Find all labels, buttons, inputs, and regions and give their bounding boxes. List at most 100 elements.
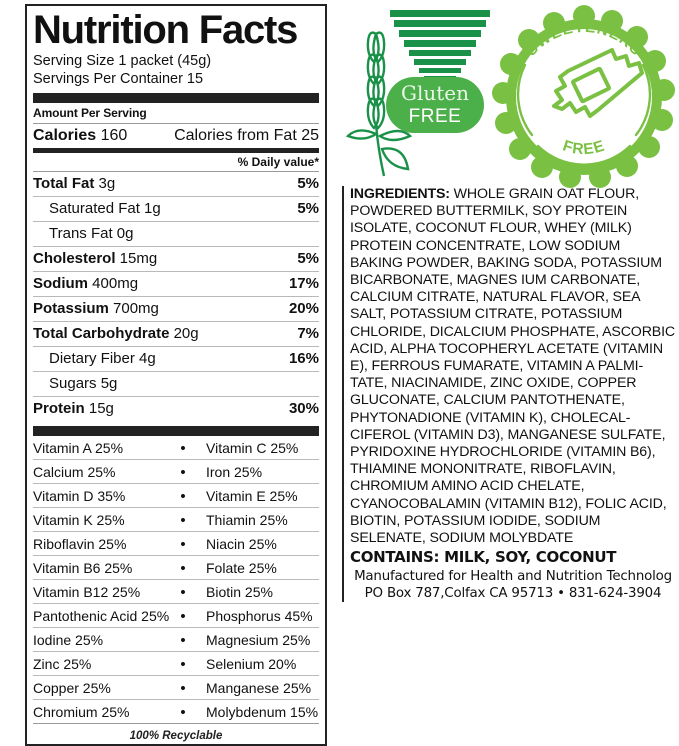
manufacturer-line-2: PO Box 787,Colfax CA 95713 • 831-624-390…: [364, 586, 662, 602]
vitamin-separator-dot: •: [180, 631, 186, 649]
nutrient-name-amount: Total Fat 3g: [33, 175, 115, 193]
row-divider: [33, 296, 319, 297]
nutrient-row: Sodium 400mg 17%: [33, 272, 319, 296]
vitamin-separator-dot: •: [180, 487, 186, 505]
vitamin-right: Molybdenum 15%: [206, 703, 319, 720]
vitamin-row: Vitamin D 35% • Vitamin E 25%: [33, 484, 319, 507]
nutrient-label: Saturated Fat: [49, 200, 140, 217]
vitamin-right: Biotin 25%: [206, 583, 273, 600]
nutrient-amount: 700mg: [108, 300, 159, 317]
row-divider: [33, 531, 319, 532]
divider-thick-2: [33, 426, 319, 436]
vitamin-left: Pantothenic Acid 25%: [33, 607, 170, 624]
nutrient-row: Total Carbohydrate 20g 7%: [33, 322, 319, 346]
divider-thick: [33, 93, 319, 103]
gluten-free-pill: Gluten FREE: [386, 77, 484, 133]
nutrient-name-amount: Saturated Fat 1g: [49, 200, 161, 218]
gluten-free-line1: Gluten: [400, 81, 469, 105]
vitamin-right: Phosphorus 45%: [206, 607, 313, 624]
sweeteners-free-badge: SWEETENERS FREE: [492, 2, 677, 188]
vitamin-separator-dot: •: [180, 463, 186, 481]
nutrient-daily-value: 20%: [288, 300, 319, 317]
calories-label: Calories: [33, 127, 97, 144]
vitamin-right: Selenium 20%: [206, 655, 297, 672]
vitamin-right: Folate 25%: [206, 559, 277, 576]
vitamin-separator-dot: •: [180, 655, 186, 673]
vitamin-separator-dot: •: [180, 703, 186, 721]
nutrient-label: Total Carbohydrate: [33, 325, 170, 342]
row-divider: [33, 675, 319, 676]
vitamin-left: Iodine 25%: [33, 631, 104, 648]
nutrition-facts-panel: Nutrition Facts Serving Size 1 packet (4…: [25, 4, 327, 746]
vitamin-left: Vitamin D 35%: [33, 487, 126, 504]
row-divider: [33, 271, 319, 272]
vitamin-row: Copper 25% • Manganese 25%: [33, 676, 319, 699]
vitamin-separator-dot: •: [180, 535, 186, 553]
daily-value-header: % Daily value*: [237, 155, 319, 169]
certification-badges: Gluten FREE: [337, 0, 679, 190]
vitamin-separator-dot: •: [180, 511, 186, 529]
ingredients-heading: INGREDIENTS:: [350, 186, 450, 202]
row-divider: [33, 579, 319, 580]
ingredients-block: INGREDIENTS: WHOLE GRAIN OAT FLOUR, POWD…: [342, 186, 676, 603]
nutrient-row: Sugars 5g: [33, 372, 319, 396]
vitamin-separator-dot: •: [180, 559, 186, 577]
row-divider: [33, 651, 319, 652]
vitamin-row: Pantothenic Acid 25% • Phosphorus 45%: [33, 604, 319, 627]
vitamin-right: Niacin 25%: [206, 535, 277, 552]
nutrient-row: Potassium 700mg 20%: [33, 297, 319, 321]
nutrient-name-amount: Potassium 700mg: [33, 300, 159, 318]
vitamin-left: Zinc 25%: [33, 655, 92, 672]
nutrient-daily-value: 5%: [297, 250, 319, 267]
vitamin-left: Vitamin A 25%: [33, 439, 124, 456]
vitamin-right: Thiamin 25%: [206, 511, 288, 528]
nutrient-amount: 5g: [96, 375, 118, 392]
ingredients-paragraph: INGREDIENTS: WHOLE GRAIN OAT FLOUR, POWD…: [350, 186, 676, 547]
vitamin-row: Calcium 25% • Iron 25%: [33, 460, 319, 483]
vitamin-row: Vitamin B12 25% • Biotin 25%: [33, 580, 319, 603]
nutrient-daily-value: 30%: [288, 400, 319, 417]
vitamin-left: Vitamin B6 25%: [33, 559, 133, 576]
nutrient-name-amount: Cholesterol 15mg: [33, 250, 157, 268]
divider-thin: [33, 123, 319, 124]
vitamin-left: Riboflavin 25%: [33, 535, 127, 552]
amount-per-serving-label: Amount Per Serving: [33, 106, 147, 120]
row-divider: [33, 346, 319, 347]
vitamin-left: Calcium 25%: [33, 463, 116, 480]
contains-allergens: CONTAINS: MILK, SOY, COCONUT: [350, 548, 617, 567]
row-divider: [33, 483, 319, 484]
calories-from-fat: Calories from Fat 25: [174, 127, 319, 144]
nutrient-label: Trans Fat: [49, 225, 113, 242]
nutrient-amount: 0g: [112, 225, 134, 242]
vitamin-left: Vitamin K 25%: [33, 511, 125, 528]
nutrient-amount: 400mg: [88, 275, 139, 292]
nutrient-name-amount: Total Carbohydrate 20g: [33, 325, 199, 343]
serving-size-text: Serving Size 1 packet (45g): [33, 53, 212, 69]
right-column: Gluten FREE: [337, 0, 679, 679]
nutrient-row: Dietary Fiber 4g 16%: [33, 347, 319, 371]
divider-thin-2: [33, 171, 319, 172]
vitamin-row: Chromium 25% • Molybdenum 15%: [33, 700, 319, 723]
nutrient-amount: 15g: [84, 400, 114, 417]
gluten-free-line2: FREE: [408, 106, 462, 127]
row-divider: [33, 396, 319, 397]
vitamin-right: Vitamin C 25%: [206, 439, 299, 456]
recyclable-note: 100% Recyclable: [129, 730, 223, 742]
nutrient-daily-value: 5%: [297, 175, 319, 192]
vitamin-left: Vitamin B12 25%: [33, 583, 141, 600]
vitamin-row: Iodine 25% • Magnesium 25%: [33, 628, 319, 651]
vitamin-right: Magnesium 25%: [206, 631, 311, 648]
divider-medium: [33, 148, 319, 153]
ingredients-body: WHOLE GRAIN OAT FLOUR, POWDERED BUTTERMI…: [350, 186, 675, 547]
nutrient-amount: 4g: [134, 350, 156, 367]
vitamin-rows: Vitamin A 25% • Vitamin C 25% Calcium 25% • I…: [33, 436, 319, 723]
row-divider: [33, 196, 319, 197]
vitamin-separator-dot: •: [180, 607, 186, 625]
row-divider: [33, 627, 319, 628]
vitamin-separator-dot: •: [180, 679, 186, 697]
vitamin-row: Vitamin K 25% • Thiamin 25%: [33, 508, 319, 531]
nutrient-name-amount: Protein 15g: [33, 400, 114, 418]
nutrient-label: Total Fat: [33, 175, 95, 192]
calories-left: Calories 160: [33, 127, 127, 145]
vitamin-row: Vitamin B6 25% • Folate 25%: [33, 556, 319, 579]
